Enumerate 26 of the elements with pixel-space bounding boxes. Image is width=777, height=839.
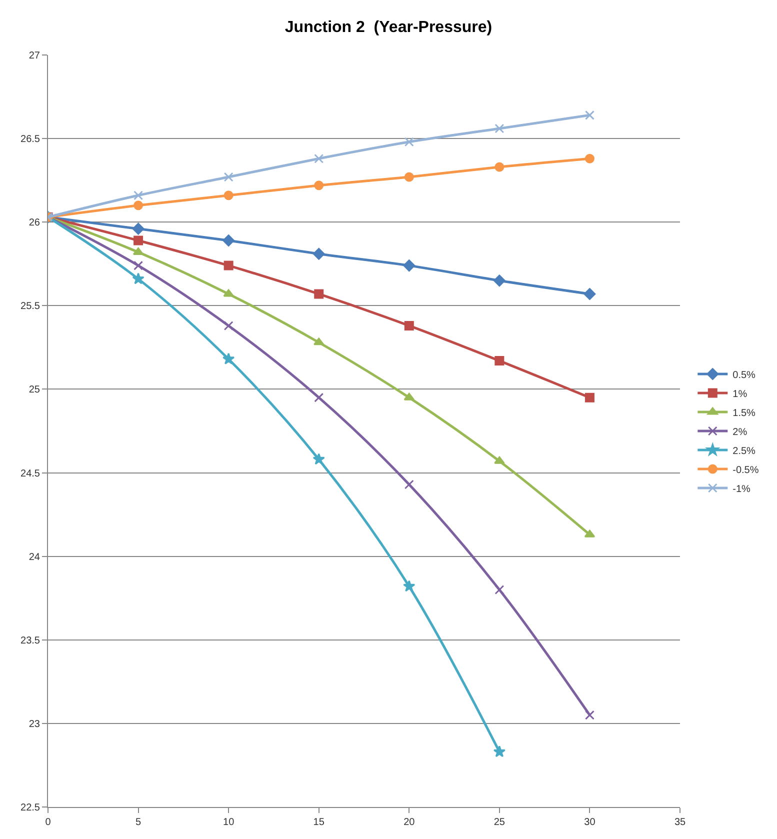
x-tick-label: 15 [313,817,325,828]
legend-label: -0.5% [732,464,759,476]
y-tick-label: 25.5 [20,301,40,312]
legend-label: 1.5% [732,408,756,419]
x-tick-label: 10 [223,817,235,828]
y-tick-label: 22.5 [20,802,40,814]
y-tick-label: 27 [28,50,40,62]
y-tick-label: 26.5 [20,134,40,146]
legend-label: 2% [732,426,748,438]
legend-label: -1% [732,484,751,495]
x-tick-label: 30 [584,817,596,828]
y-tick-label: 24.5 [20,468,40,480]
legend-label: 1% [732,388,748,400]
y-tick-label: 24 [28,552,40,563]
x-tick-label: 5 [136,817,142,828]
y-tick-label: 23 [28,718,40,730]
x-tick-label: 0 [45,817,52,828]
x-tick-label: 25 [494,817,506,828]
y-tick-label: 26 [28,218,40,229]
chart-title: Junction 2 (Year-Pressure) [284,19,492,36]
x-tick-label: 20 [404,817,416,828]
legend-label: 2.5% [732,446,756,457]
x-tick-label: 35 [674,817,686,828]
y-tick-label: 23.5 [20,635,40,646]
y-tick-label: 25 [28,384,40,396]
legend-label: 0.5% [732,370,756,381]
